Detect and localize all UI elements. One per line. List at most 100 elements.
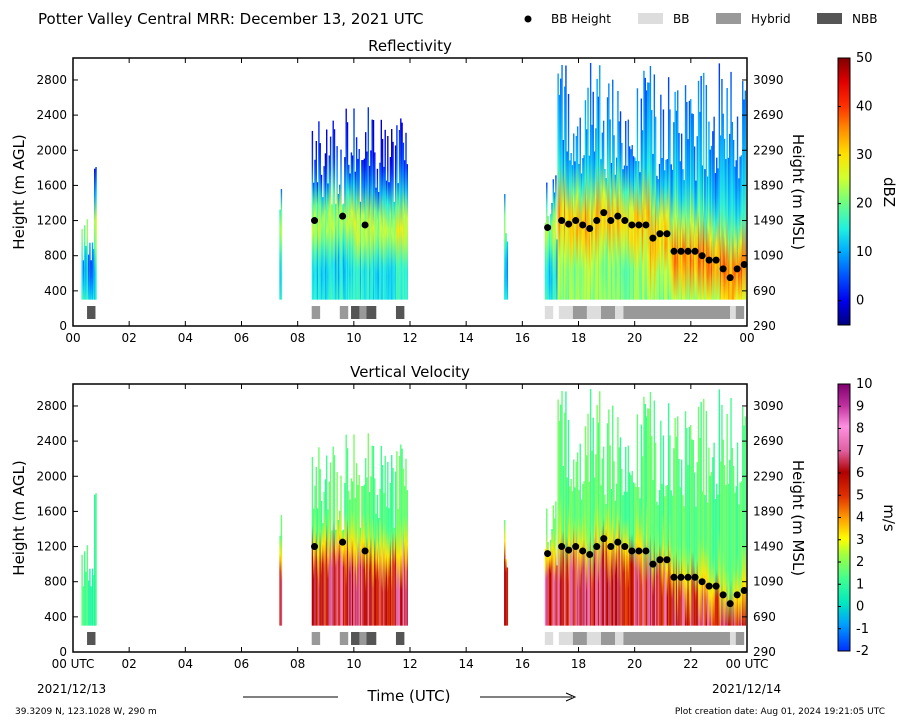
- echo-column: [378, 517, 380, 626]
- echo-column: [738, 178, 740, 300]
- echo-column: [337, 519, 340, 626]
- echo-column: [331, 204, 333, 300]
- echo-column: [727, 157, 730, 300]
- echo-column: [340, 149, 342, 300]
- echo-column: [313, 182, 315, 300]
- bb-height-point: [726, 600, 734, 608]
- echo-column: [652, 479, 654, 626]
- y-tick-right-label: 1890: [753, 178, 784, 192]
- echo-column: [674, 417, 676, 626]
- echo-column: [354, 497, 357, 626]
- echo-column: [714, 499, 717, 626]
- echo-column: [87, 580, 90, 626]
- echo-column: [573, 133, 575, 300]
- y-tick-label: 400: [44, 284, 67, 298]
- colorbar-tick-label: 0: [856, 294, 864, 309]
- legend-label-nbb: NBB: [852, 12, 877, 26]
- y-tick-right-label: 2290: [753, 143, 784, 157]
- echo-column: [719, 461, 722, 626]
- echo-column: [599, 65, 601, 300]
- echo-column: [569, 486, 571, 626]
- echo-column: [553, 518, 556, 626]
- echo-column: [635, 161, 637, 300]
- bb-height-point: [684, 573, 692, 581]
- echo-column: [348, 490, 350, 626]
- x-tick-label: 12: [402, 657, 417, 671]
- bb-height-point: [572, 217, 580, 225]
- echo-column: [696, 462, 698, 626]
- echo-column: [610, 489, 613, 626]
- echo-column: [713, 116, 715, 300]
- echo-column: [576, 452, 579, 626]
- echo-column: [656, 175, 658, 300]
- echo-column: [636, 88, 639, 300]
- echo-column: [91, 568, 94, 626]
- echo-column: [640, 424, 643, 626]
- echo-column: [550, 539, 552, 626]
- echo-column: [561, 390, 563, 626]
- echo-column: [561, 64, 563, 300]
- bb-height-point: [544, 550, 552, 558]
- echo-column: [653, 74, 656, 300]
- echo-column: [571, 165, 574, 300]
- bb-type-nbb: [87, 306, 96, 319]
- echo-column: [548, 556, 551, 626]
- echo-column: [504, 194, 506, 300]
- echo-column: [683, 506, 685, 626]
- echo-column: [91, 242, 94, 300]
- echo-column: [401, 122, 403, 300]
- x-tick-label: 04: [178, 657, 193, 671]
- echo-column: [704, 495, 706, 626]
- echo-column: [597, 422, 600, 626]
- colorbar-tick-label: 10: [856, 245, 873, 260]
- echo-column: [383, 492, 385, 626]
- echo-column: [612, 79, 614, 300]
- colorbar-tick-label: 7: [856, 444, 864, 459]
- end-date: 2021/12/14: [712, 682, 781, 696]
- echo-column: [87, 254, 90, 300]
- echo-column: [86, 545, 89, 626]
- echo-column: [645, 416, 648, 626]
- echo-column: [688, 426, 691, 626]
- echo-column: [708, 447, 710, 626]
- echo-column: [359, 527, 362, 626]
- echo-column: [601, 458, 604, 626]
- echo-column: [734, 492, 736, 626]
- echo-column: [89, 568, 91, 626]
- echo-column: [550, 213, 552, 300]
- echo-column: [679, 161, 682, 300]
- echo-column: [352, 481, 354, 626]
- echo-column: [723, 464, 726, 626]
- echo-column: [589, 388, 592, 626]
- y-tick-label: 0: [59, 645, 67, 659]
- echo-column: [392, 467, 394, 626]
- bb-height-point: [691, 247, 699, 255]
- echo-column: [692, 114, 695, 300]
- echo-column: [717, 168, 719, 300]
- echo-column: [396, 451, 398, 626]
- bb-height-point: [649, 234, 657, 242]
- echo-column: [638, 161, 640, 300]
- echo-column: [587, 87, 589, 300]
- echo-column: [610, 163, 613, 300]
- bb-height-point: [712, 256, 720, 264]
- echo-column: [333, 455, 336, 626]
- echo-column: [506, 241, 509, 300]
- echo-column: [563, 412, 566, 626]
- echo-column: [673, 122, 675, 300]
- echo-column: [344, 157, 346, 300]
- echo-column: [669, 435, 671, 626]
- echo-column: [380, 445, 383, 626]
- echo-field: [81, 388, 747, 626]
- y-axis-label: Height (m AGL): [10, 134, 28, 249]
- colorbar-tick-label: -2: [856, 644, 869, 659]
- echo-column: [383, 166, 385, 300]
- colorbar-tick-label: 2: [856, 555, 864, 570]
- echo-column: [405, 458, 407, 626]
- bb-type-nbb: [87, 632, 96, 645]
- echo-column: [731, 121, 734, 300]
- bb-type-hybrid: [311, 306, 321, 319]
- echo-column: [381, 138, 384, 300]
- echo-column: [368, 491, 371, 626]
- echo-column: [316, 508, 319, 626]
